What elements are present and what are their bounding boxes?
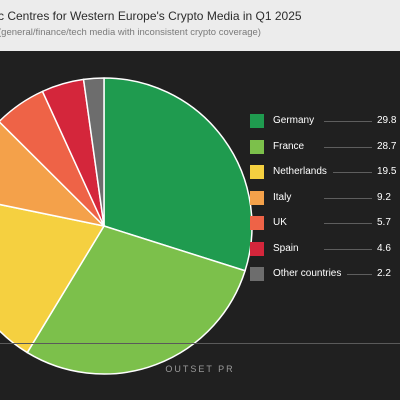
chart-subtitle: (general/finance/tech media with inconsi… xyxy=(0,27,261,38)
legend-swatch xyxy=(250,216,264,230)
legend-swatch xyxy=(250,139,264,154)
legend-label: Other countries xyxy=(273,268,342,279)
legend-value: 28.7 xyxy=(377,140,397,152)
legend-item-netherlands: Netherlands 19.5 xyxy=(250,163,400,183)
chart-panel: Germany 29.8 France 28.7 Netherlands 19.5 Ital… xyxy=(0,51,400,400)
legend-item-italy: Italy 9.2 xyxy=(250,189,400,209)
brand-logo: OUTSET PR xyxy=(165,364,235,374)
legend-swatch xyxy=(250,190,264,205)
legend-leader-line xyxy=(324,146,372,148)
legend-value: 2.2 xyxy=(377,268,391,279)
legend-leader-line xyxy=(324,197,372,199)
legend-leader-line xyxy=(324,223,372,224)
legend-item-uk: UK 5.7 xyxy=(250,214,400,234)
pie-slice-other-countries xyxy=(82,77,105,227)
legend-value: 9.2 xyxy=(377,191,391,203)
legend-value: 5.7 xyxy=(377,217,391,228)
legend-value: 4.6 xyxy=(377,242,391,254)
legend-leader-line xyxy=(333,172,372,173)
legend-leader-line xyxy=(324,121,372,122)
legend-label: Spain xyxy=(273,242,299,254)
legend-value: 19.5 xyxy=(377,166,397,177)
legend-item-spain: Spain 4.6 xyxy=(250,240,400,260)
legend-swatch xyxy=(250,165,264,179)
legend-label: UK xyxy=(273,217,287,228)
legend-swatch xyxy=(250,241,264,256)
legend-leader-line xyxy=(347,274,372,275)
legend-label: Netherlands xyxy=(273,166,327,177)
legend-item-germany: Germany 29.8 xyxy=(250,112,400,132)
legend-value: 29.8 xyxy=(377,115,397,126)
legend-item-france: France 28.7 xyxy=(250,138,400,158)
pie-chart xyxy=(0,77,253,375)
legend-label: Italy xyxy=(273,191,292,203)
legend-leader-line xyxy=(324,248,372,250)
pie-slice-germany xyxy=(103,77,253,272)
legend-swatch xyxy=(250,114,264,128)
chart-legend: Germany 29.8 France 28.7 Netherlands 19.5 Ital… xyxy=(0,51,400,400)
legend-swatch xyxy=(250,267,264,281)
chart-title: c Centres for Western Europe's Crypto Me… xyxy=(0,9,302,23)
legend-item-other-countries: Other countries 2.2 xyxy=(250,265,400,285)
legend-label: France xyxy=(273,140,305,152)
panel-divider xyxy=(0,343,400,344)
legend-label: Germany xyxy=(273,115,315,126)
pie-slice-netherlands xyxy=(0,203,105,354)
